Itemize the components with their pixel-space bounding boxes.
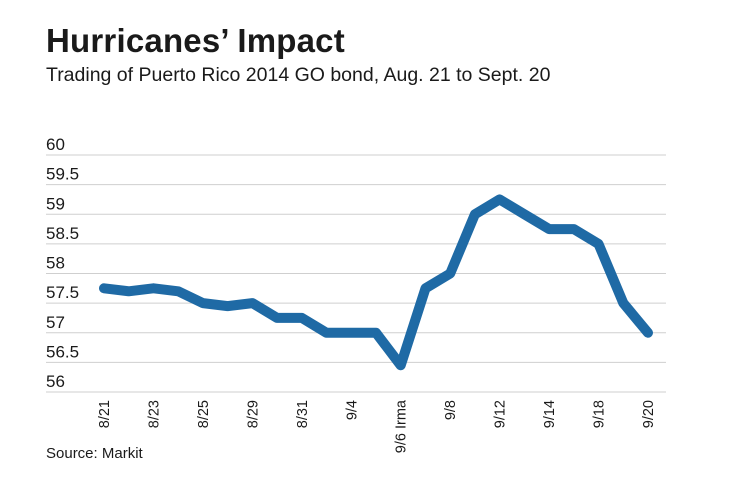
- y-tick-label: 59.5: [46, 165, 79, 184]
- y-tick-label: 57.5: [46, 283, 79, 302]
- data-point: [200, 301, 205, 306]
- data-point: [374, 330, 378, 335]
- y-tick-label: 58: [46, 254, 65, 273]
- chart-title: Hurricanes’ Impact: [46, 22, 345, 59]
- data-point: [102, 286, 106, 291]
- data-point: [225, 304, 230, 309]
- x-tick-label: 9/8: [443, 400, 459, 420]
- x-tick-label: 8/21: [97, 400, 113, 428]
- x-tick-label: 9/18: [592, 400, 608, 428]
- y-tick-label: 59: [46, 194, 65, 213]
- x-axis-ticks: 8/21 8/23 8/25 8/29 8/31 9/4 9/6 Irma 9/8 9/12 9/…: [97, 399, 657, 453]
- x-tick-label: 8/23: [146, 400, 162, 428]
- data-point: [497, 197, 502, 202]
- data-point: [151, 286, 156, 291]
- chart-subtitle: Trading of Puerto Rico 2014 GO bond, Aug…: [46, 64, 551, 86]
- x-tick-label: 8/31: [295, 400, 311, 428]
- data-point: [398, 363, 403, 368]
- data-point: [522, 212, 527, 217]
- x-tick-label: 9/6 Irma: [394, 399, 410, 453]
- data-point: [571, 227, 576, 232]
- y-tick-label: 58.5: [46, 224, 79, 243]
- data-point: [349, 330, 354, 335]
- y-axis-ticks: 60 59.5 59 58.5 58 57.5 57 56.5 56: [46, 135, 79, 391]
- data-point: [275, 315, 280, 320]
- data-point: [299, 315, 304, 320]
- x-tick-label: 9/14: [542, 400, 558, 428]
- x-tick-label: 9/20: [641, 400, 657, 428]
- data-point: [250, 301, 255, 306]
- data-point: [423, 286, 428, 291]
- data-point: [472, 212, 477, 217]
- data-point: [596, 241, 601, 246]
- source-note: Source: Markit: [46, 445, 143, 462]
- data-point: [448, 271, 453, 276]
- data-point: [126, 289, 131, 294]
- x-tick-label: 9/12: [493, 400, 509, 428]
- series-layer: [99, 194, 653, 371]
- data-point: [324, 330, 329, 335]
- gridlines: [46, 154, 666, 393]
- data-point: [621, 301, 626, 306]
- y-tick-label: 56: [46, 372, 65, 391]
- x-tick-label: 8/25: [196, 400, 212, 428]
- data-point: [646, 330, 650, 335]
- x-tick-label: 8/29: [245, 400, 261, 428]
- y-tick-label: 56.5: [46, 342, 79, 361]
- series-line: [99, 194, 653, 371]
- y-tick-label: 60: [46, 135, 65, 154]
- data-point: [176, 289, 181, 294]
- y-tick-label: 57: [46, 313, 65, 332]
- x-tick-label: 9/4: [344, 400, 360, 420]
- data-point: [547, 227, 552, 232]
